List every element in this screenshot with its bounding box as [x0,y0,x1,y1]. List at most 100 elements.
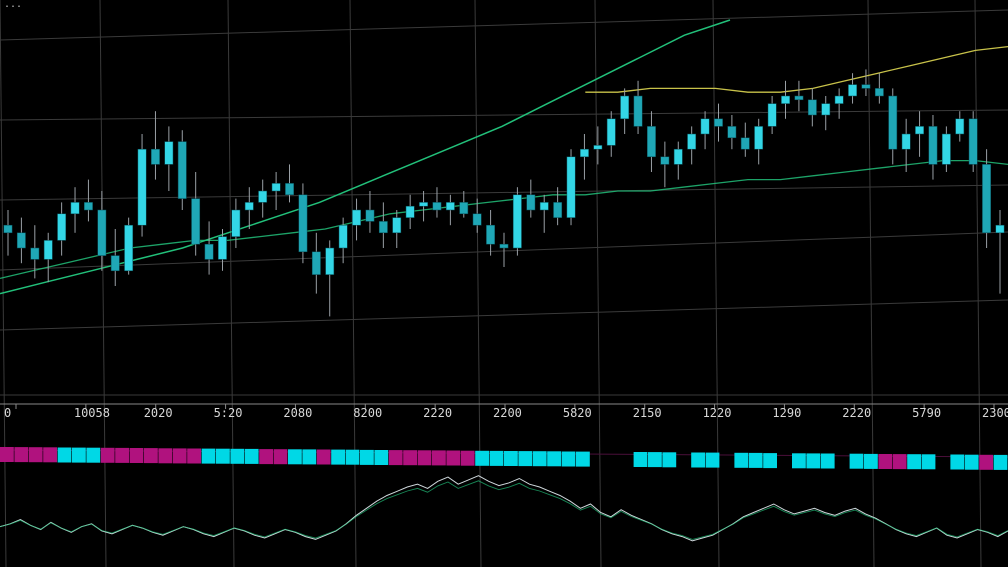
candle-body-39 [526,194,536,211]
candle-body-26 [352,209,361,226]
signal-cell-18 [259,449,273,465]
candle-body-8 [110,255,120,272]
signal-cell-35 [504,451,518,466]
signal-cell-49 [705,452,720,468]
signal-cell-60 [864,453,878,469]
candle-body-61 [821,103,831,116]
signal-cell-22 [316,449,331,465]
signal-cell-56 [806,453,821,469]
candle-body-14 [191,198,201,245]
signal-cell-24 [345,449,360,465]
signal-cell-3 [43,447,57,463]
grid-vertical-6 [712,0,720,567]
candle-body-17 [231,209,241,237]
candle-body-42 [566,156,576,218]
grid-vertical-1 [99,0,107,567]
x-tick-label-1: 10058 [74,406,110,420]
signal-cell-25 [360,449,374,465]
signal-cell-61 [878,454,893,469]
candle-body-49 [660,156,670,165]
candle-body-58 [781,95,790,104]
candle-body-6 [84,202,93,211]
candle-body-46 [620,95,630,120]
signal-cell-10 [144,448,158,464]
candle-body-68 [915,126,924,135]
candle-body-10 [137,148,147,226]
candle-body-15 [204,243,214,260]
candle-body-38 [512,194,522,249]
candle-body-33 [445,202,455,211]
signal-cell-30 [432,450,446,466]
header-text: ... [4,0,22,10]
grid-horizontal-1 [0,109,1008,121]
grid-horizontal-4 [0,299,1008,331]
x-tick-label-0: 0 [4,406,11,420]
signal-cell-57 [820,453,835,469]
candle-body-24 [325,247,335,275]
candle-body-40 [539,202,549,211]
candle-body-0 [3,224,13,234]
x-tick-label-11: 1290 [772,406,801,420]
x-tick-label-14: 2300 [982,406,1008,420]
candle-body-7 [97,209,107,256]
signal-cell-6 [86,447,101,463]
signal-cell-63 [907,454,921,470]
candle-body-73 [982,164,991,234]
signal-cell-52 [748,452,763,468]
signal-cell-46 [662,452,677,468]
candle-body-64 [861,84,871,89]
signal-cell-17 [244,448,259,464]
signal-cell-15 [216,448,230,464]
signal-cell-68 [979,454,993,470]
grid-horizontal-0 [0,9,1008,41]
x-tick-label-12: 2220 [842,406,871,420]
candle-body-20 [271,183,281,192]
candle-body-3 [43,240,53,260]
oscillator-signal-line [0,480,1008,540]
signal-cell-31 [446,450,461,466]
signal-cell-55 [792,453,806,469]
signal-cell-2 [28,447,43,463]
signal-cell-0 [0,447,14,462]
candle-body-57 [767,103,777,127]
candle-body-54 [727,126,737,139]
candle-body-12 [164,141,174,165]
candle-body-1 [16,232,26,249]
signal-cell-16 [230,448,245,464]
grid-vertical-7 [867,0,875,567]
candle-body-52 [700,118,710,135]
candle-body-31 [419,202,428,207]
signal-cell-67 [964,454,979,470]
candle-body-37 [499,243,509,249]
candle-body-41 [553,202,563,218]
moving-average-fast [0,159,1008,280]
candle-body-25 [338,224,348,249]
signal-strip [0,447,1008,470]
candle-body-11 [151,148,160,165]
candle-body-28 [378,221,388,234]
candles-layer [3,69,1005,317]
signal-cell-40 [576,451,590,467]
grid-vertical-2 [227,0,235,567]
candle-body-2 [30,247,40,260]
signal-cell-9 [129,448,144,463]
signal-cell-19 [273,449,288,465]
signal-cell-62 [892,454,907,470]
candle-body-69 [928,126,938,165]
candle-body-48 [647,126,656,158]
x-tick-label-3: 5:20 [214,406,243,420]
signal-cell-45 [648,452,662,468]
candle-body-18 [244,202,254,211]
signal-cell-53 [763,453,777,469]
signal-cell-66 [950,454,965,470]
grid-horizontal-2 [0,184,1008,201]
signal-cell-5 [72,447,86,463]
candle-body-60 [807,99,817,116]
candle-body-5 [70,202,80,215]
signal-cell-23 [331,449,345,465]
signal-cell-64 [921,454,936,470]
signal-cell-38 [547,451,561,467]
candle-body-72 [968,118,978,165]
